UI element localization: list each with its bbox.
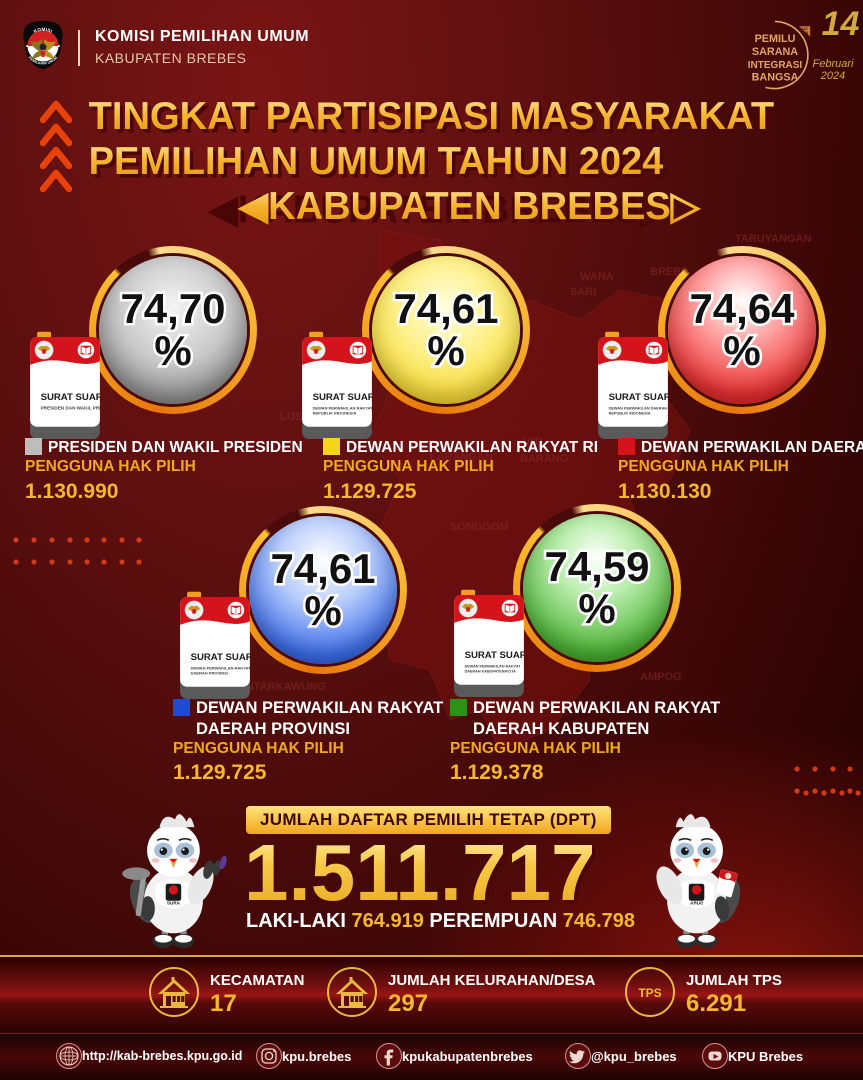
- svg-text:TPS: TPS: [638, 986, 661, 1000]
- svg-text:AMPOG: AMPOG: [640, 671, 682, 683]
- svg-text:DEWAN PERWAKILAN DAERAH: DEWAN PERWAKILAN DAERAH: [609, 406, 668, 410]
- svg-text:WANA: WANA: [580, 271, 614, 283]
- svg-text:INTEGRASI: INTEGRASI: [748, 60, 803, 71]
- svg-text:SARI: SARI: [570, 286, 596, 298]
- svg-text:DAERAH PROVINSI: DAERAH PROVINSI: [191, 671, 228, 676]
- svg-text:PEMILU: PEMILU: [755, 33, 796, 45]
- svg-text:SARANA: SARANA: [752, 46, 798, 58]
- svg-text:SONGGOM: SONGGOM: [450, 521, 509, 533]
- svg-text:REPUBLIK INDONESIA: REPUBLIK INDONESIA: [313, 411, 357, 416]
- svg-text:PRESIDEN DAN WAKIL PRESIDEN: PRESIDEN DAN WAKIL PRESIDEN: [41, 405, 100, 410]
- svg-text:DAERAH KABUPATEN/KOTA: DAERAH KABUPATEN/KOTA: [465, 670, 517, 674]
- svg-text:DEWAN PERWAKILAN RAKYAT: DEWAN PERWAKILAN RAKYAT: [191, 665, 250, 670]
- svg-text:DEWAN PERWAKILAN RAKYAT: DEWAN PERWAKILAN RAKYAT: [465, 664, 522, 668]
- svg-text:REPUBLIK INDONESIA: REPUBLIK INDONESIA: [609, 412, 651, 416]
- svg-text:BANGSA: BANGSA: [752, 72, 799, 84]
- svg-text:DEWAN PERWAKILAN RAKYAT: DEWAN PERWAKILAN RAKYAT: [313, 405, 372, 410]
- svg-text:2024: 2024: [801, 31, 808, 35]
